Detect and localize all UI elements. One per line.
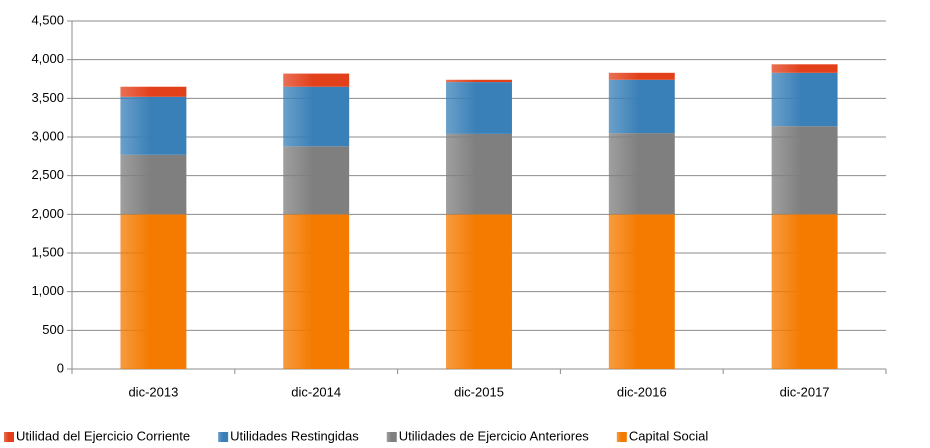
bar-segment xyxy=(446,133,512,215)
legend-label: Capital Social xyxy=(629,428,709,443)
x-tick-label: dic-2017 xyxy=(780,384,830,399)
y-tick-label: 1,500 xyxy=(31,244,64,259)
x-tick-label: dic-2015 xyxy=(454,384,504,399)
legend-label: Utilidades Restingidas xyxy=(230,428,359,443)
legend-swatch xyxy=(616,432,627,442)
bar-segment xyxy=(120,96,187,155)
bar-segment xyxy=(120,214,187,369)
bar-segment xyxy=(771,64,838,73)
bar-segment xyxy=(608,79,675,134)
bar-segment xyxy=(771,214,838,369)
legend-swatch xyxy=(218,432,229,442)
y-tick-label: 1,000 xyxy=(31,283,64,298)
bar-segment xyxy=(608,72,675,80)
legend-label: Utilidad del Ejercicio Corriente xyxy=(16,428,190,443)
bar-segment xyxy=(283,73,350,87)
bar-segment xyxy=(771,72,838,127)
x-tick-label: dic-2013 xyxy=(128,384,178,399)
legend-swatch xyxy=(4,432,14,442)
y-tick-label: 3,000 xyxy=(31,128,64,143)
bar-segment xyxy=(283,214,350,369)
y-tick-label: 4,500 xyxy=(31,12,64,27)
bar-segment xyxy=(283,146,350,215)
legend-label: Utilidades de Ejercicio Anteriores xyxy=(399,428,590,443)
y-tick-label: 500 xyxy=(42,322,64,337)
bar-segment xyxy=(120,154,187,215)
bar-segment xyxy=(608,214,675,369)
y-tick-label: 0 xyxy=(57,360,64,375)
bar-segment xyxy=(446,82,512,134)
bar-segment xyxy=(446,214,512,369)
bar-segment xyxy=(446,79,512,83)
bar-segment xyxy=(120,86,187,97)
x-tick-label: dic-2014 xyxy=(291,384,341,399)
y-tick-label: 4,000 xyxy=(31,51,64,66)
y-tick-label: 3,500 xyxy=(31,90,64,105)
x-tick-label: dic-2016 xyxy=(617,384,667,399)
y-tick-label: 2,500 xyxy=(31,167,64,182)
y-tick-label: 2,000 xyxy=(31,206,64,221)
bar-segment xyxy=(608,133,675,215)
bar-segment xyxy=(283,86,350,147)
bar-segment xyxy=(771,126,838,215)
legend-swatch xyxy=(386,432,397,442)
